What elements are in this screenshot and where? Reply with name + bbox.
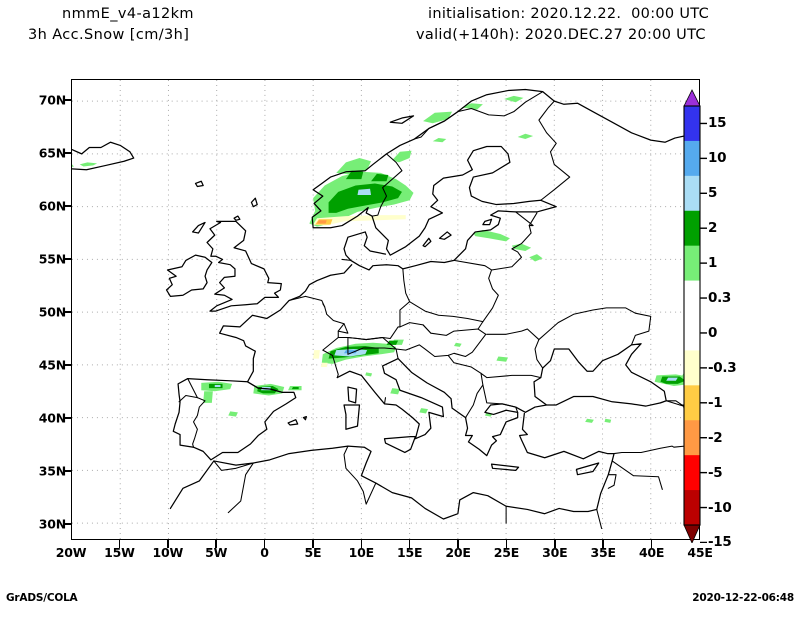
x-tick-mark — [408, 540, 411, 548]
colorbar-tick-label: -1 — [708, 394, 723, 411]
colorbar-tick-label: 15 — [708, 115, 727, 132]
x-tick-label: 20E — [445, 545, 471, 560]
y-tick-mark — [63, 470, 71, 472]
y-tick-label: 45N — [38, 357, 66, 373]
y-tick-mark — [63, 364, 71, 366]
footer-producer-label: GrADS/COLA — [6, 592, 78, 604]
colorbar: 15 10 5 2 1 0.3 0 -0.3 -1 -2 -5 -10 -15 — [676, 88, 796, 550]
y-tick-label: 30N — [38, 516, 66, 532]
colorbar-tick-label: -15 — [708, 534, 732, 551]
initialisation-time-label: initialisation: 2020.12.22. 00:00 UTC — [428, 6, 710, 22]
x-tick-label: 45E — [687, 545, 713, 560]
y-tick-mark — [63, 311, 71, 313]
colorbar-tick-label: 2 — [708, 220, 718, 237]
valid-time-label: valid(+140h): 2020.DEC.27 20:00 UTC — [416, 27, 706, 43]
x-tick-mark — [505, 540, 508, 548]
colorbar-tick-label: -5 — [708, 464, 723, 481]
x-tick-mark — [360, 540, 363, 548]
x-tick-label: 5E — [304, 545, 322, 560]
colorbar-tick-label: -10 — [708, 499, 732, 516]
x-tick-label: 20W — [55, 545, 87, 560]
coastline-layer — [72, 88, 699, 529]
colorbar-tick-label: -0.3 — [708, 359, 737, 376]
x-tick-label: 30E — [542, 545, 568, 560]
y-tick-mark — [63, 258, 71, 260]
x-tick-mark — [554, 540, 556, 548]
x-tick-label: 0 — [260, 545, 269, 560]
x-tick-mark — [312, 540, 314, 548]
y-tick-mark — [63, 417, 71, 419]
field-name-label: 3h Acc.Snow [cm/3h] — [28, 27, 190, 43]
snow-field-layer — [72, 95, 696, 423]
x-tick-label: 15W — [104, 545, 135, 560]
x-tick-label: 25E — [493, 545, 520, 560]
x-tick-label: 10W — [152, 545, 184, 560]
x-tick-label: 35E — [590, 545, 617, 560]
y-tick-label: 50N — [38, 304, 66, 320]
x-tick-label: 40E — [638, 545, 665, 560]
y-tick-mark — [63, 205, 71, 207]
y-tick-mark — [63, 99, 71, 101]
gridlines — [72, 80, 699, 539]
x-tick-mark — [602, 540, 605, 548]
y-tick-label: 70N — [38, 92, 66, 108]
y-tick-label: 35N — [38, 463, 66, 479]
chart-header: nmmE_v4-a12km 3h Acc.Snow [cm/3h] initia… — [0, 0, 800, 62]
y-tick-label: 65N — [38, 145, 66, 161]
colorbar-tick-label: 10 — [708, 150, 727, 167]
map-plot-area — [71, 79, 700, 540]
colorbar-tick-label: 1 — [708, 255, 718, 272]
colorbar-tick-label: 0 — [708, 324, 718, 341]
colorbar-tick-label: -2 — [708, 429, 723, 446]
x-tick-mark — [650, 540, 653, 548]
x-tick-mark — [457, 540, 459, 548]
x-tick-mark — [118, 540, 121, 548]
x-tick-label: 10E — [348, 545, 375, 560]
x-tick-mark — [263, 540, 266, 548]
model-name-label: nmmE_v4-a12km — [62, 6, 194, 22]
map-canvas — [72, 80, 699, 539]
y-tick-label: 40N — [38, 410, 66, 426]
x-tick-mark — [215, 540, 217, 548]
y-tick-mark — [63, 152, 71, 154]
x-tick-label: 5W — [205, 545, 228, 560]
x-tick-label: 15E — [397, 545, 423, 560]
y-tick-label: 60N — [38, 198, 66, 214]
colorbar-tick-label: 5 — [708, 185, 718, 202]
footer-timestamp-label: 2020-12-22-06:48 — [692, 592, 794, 604]
y-tick-mark — [63, 523, 71, 525]
x-tick-mark — [166, 540, 169, 548]
colorbar-tick-label: 0.3 — [708, 290, 732, 307]
y-tick-label: 55N — [38, 251, 66, 267]
colorbar-swatches — [683, 89, 707, 543]
